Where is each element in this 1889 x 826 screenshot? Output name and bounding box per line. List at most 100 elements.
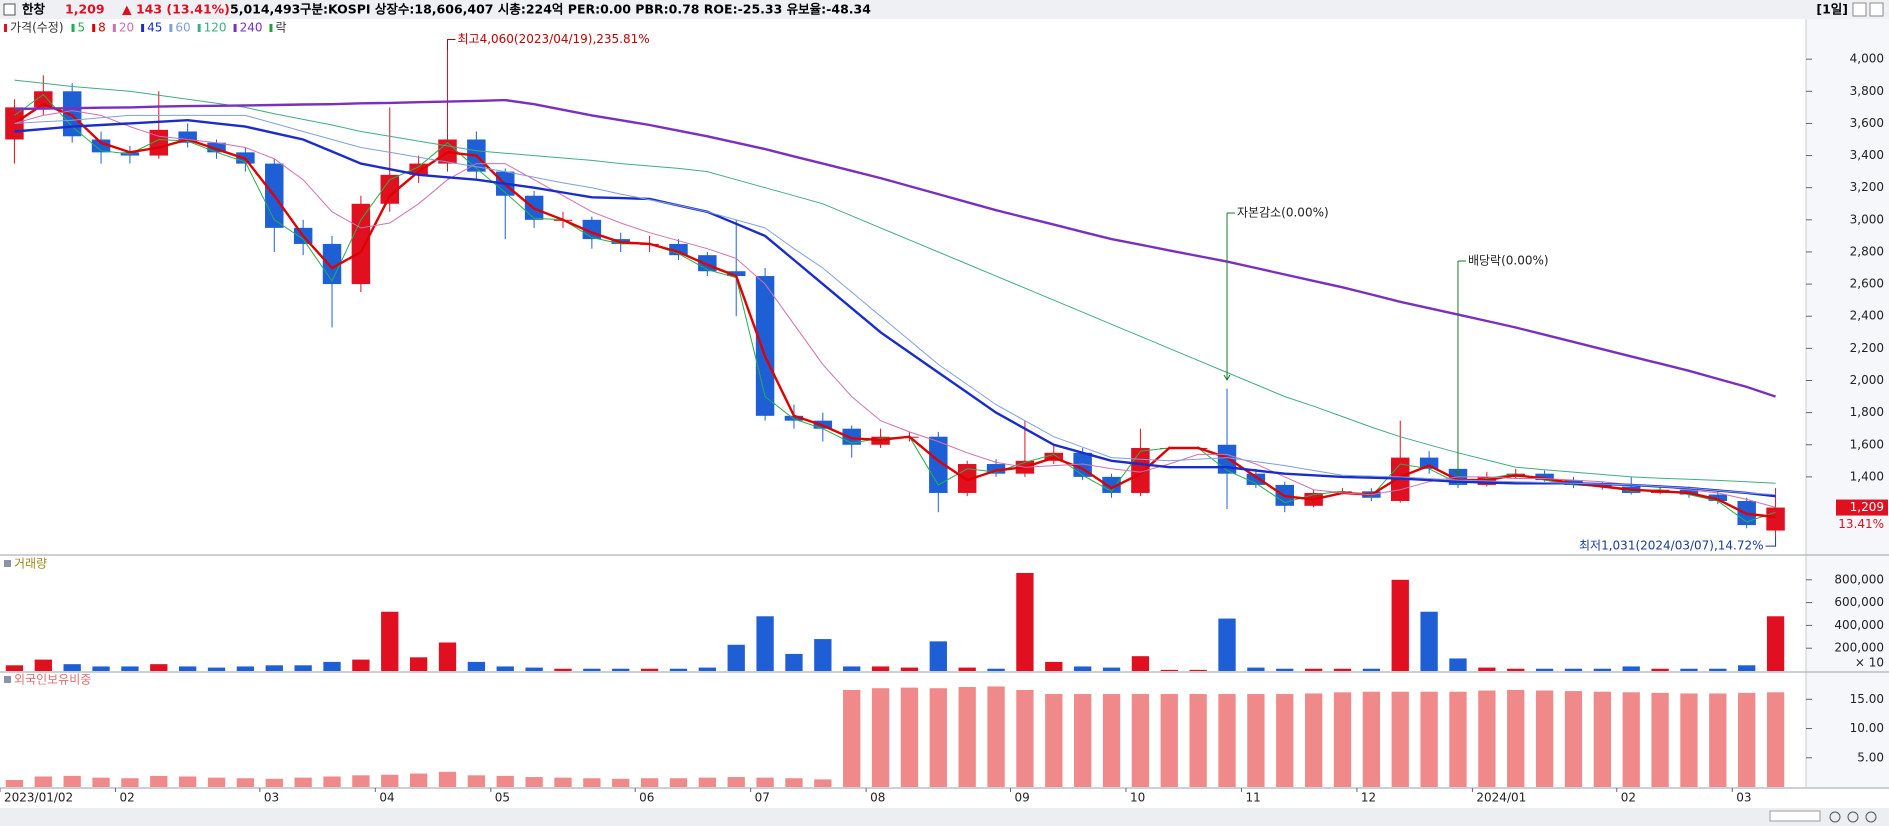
bar bbox=[1391, 691, 1409, 787]
stock-price: 1,209 bbox=[65, 2, 105, 17]
bar bbox=[1420, 611, 1438, 671]
bar bbox=[1016, 572, 1034, 671]
bar bbox=[496, 666, 514, 671]
bar bbox=[179, 666, 197, 671]
bar bbox=[352, 659, 370, 671]
bar bbox=[467, 661, 486, 671]
y-tick-label: 4,000 bbox=[1850, 52, 1884, 66]
bar bbox=[698, 667, 716, 671]
y-tick-label: 3,800 bbox=[1850, 84, 1884, 98]
bar bbox=[1131, 656, 1150, 671]
bar bbox=[1102, 667, 1121, 671]
bar bbox=[1738, 665, 1756, 671]
y-tick-label: 1,800 bbox=[1850, 405, 1884, 419]
x-tick-label: 02 bbox=[119, 791, 134, 805]
bar bbox=[929, 641, 947, 671]
right-axis-area bbox=[1806, 19, 1889, 787]
bar bbox=[1247, 694, 1265, 787]
bar bbox=[1507, 668, 1525, 671]
bar bbox=[207, 667, 226, 671]
period-button[interactable]: [1일] bbox=[1816, 2, 1848, 17]
checkbox[interactable] bbox=[3, 3, 16, 16]
bar bbox=[1420, 691, 1438, 787]
bar bbox=[294, 665, 312, 671]
bar bbox=[1564, 668, 1583, 671]
legend-label: 20 bbox=[119, 21, 134, 35]
x-tick-label: 10 bbox=[1130, 791, 1145, 805]
price-tag-label: 1,209 bbox=[1850, 500, 1884, 514]
low-annotation: 최저1,031(2024/03/07),14.72% bbox=[1579, 539, 1764, 553]
bar bbox=[323, 661, 341, 671]
legend-swatch bbox=[169, 24, 173, 32]
bar bbox=[1102, 694, 1121, 787]
moving-average bbox=[14, 98, 1776, 398]
bar bbox=[496, 775, 514, 787]
candle-body bbox=[1766, 507, 1785, 531]
bar bbox=[1535, 690, 1554, 787]
bar bbox=[843, 689, 861, 787]
legend-swatch bbox=[4, 24, 7, 32]
bar bbox=[63, 775, 81, 787]
bar bbox=[1304, 693, 1323, 787]
bar bbox=[1535, 668, 1554, 671]
legend-swatch bbox=[71, 24, 75, 32]
bar bbox=[207, 777, 226, 787]
bar bbox=[669, 778, 688, 787]
bar bbox=[381, 611, 399, 671]
candle-body bbox=[986, 464, 1006, 474]
candle-body bbox=[726, 271, 746, 277]
legend-label: 120 bbox=[204, 21, 227, 35]
bar bbox=[1160, 694, 1178, 787]
bar bbox=[179, 776, 197, 787]
stock-volume: 5,014,493 bbox=[230, 2, 300, 17]
toggle-button[interactable] bbox=[1852, 2, 1867, 17]
event-arrow bbox=[1223, 212, 1236, 381]
bar bbox=[1391, 579, 1409, 671]
event-label: 자본감소(0.00%) bbox=[1237, 206, 1329, 220]
bar bbox=[323, 776, 341, 787]
bar bbox=[381, 774, 399, 787]
bar bbox=[1016, 689, 1034, 787]
close-button[interactable] bbox=[1869, 2, 1884, 17]
bar bbox=[756, 616, 774, 671]
bar bbox=[640, 778, 659, 787]
high-annotation: 최고4,060(2023/04/19),235.81% bbox=[458, 32, 650, 46]
candle-body bbox=[1246, 473, 1266, 485]
legend-swatch bbox=[269, 24, 273, 32]
bar bbox=[900, 687, 919, 787]
bar bbox=[1680, 693, 1698, 787]
bar bbox=[121, 666, 139, 671]
legend-label: 5 bbox=[78, 21, 86, 35]
bar bbox=[236, 778, 255, 787]
bar bbox=[294, 777, 312, 787]
y-tick-label: 2,000 bbox=[1850, 373, 1884, 387]
bar bbox=[1333, 668, 1352, 671]
zoom-out[interactable] bbox=[1829, 811, 1841, 823]
bar bbox=[150, 664, 168, 671]
bar bbox=[958, 687, 976, 787]
panel-swatch bbox=[4, 560, 11, 567]
price-tag-change: 13.41% bbox=[1838, 517, 1884, 531]
candle-body bbox=[207, 142, 226, 153]
bar bbox=[525, 777, 543, 787]
bar bbox=[1333, 692, 1352, 787]
legend-swatch bbox=[112, 24, 116, 32]
candle-body bbox=[1419, 457, 1439, 469]
stock-info: 구분:KOSPI 상장수:18,606,407 시총:224억 PER:0.00… bbox=[300, 2, 871, 17]
zoom-in[interactable] bbox=[1847, 811, 1859, 823]
bar bbox=[1738, 692, 1756, 787]
bar bbox=[525, 667, 543, 671]
panel-title: 거래량 bbox=[14, 557, 47, 571]
scrollbar[interactable] bbox=[1769, 810, 1821, 822]
candle-body bbox=[669, 243, 688, 256]
legend-swatch bbox=[233, 24, 237, 32]
zoom-reset[interactable] bbox=[1865, 811, 1877, 823]
bar bbox=[265, 778, 283, 787]
bar bbox=[92, 777, 110, 787]
bar bbox=[438, 642, 457, 671]
y-tick-label: 1,400 bbox=[1850, 469, 1884, 483]
bar bbox=[871, 666, 890, 671]
y-tick-label: 2,200 bbox=[1850, 341, 1884, 355]
bar bbox=[1131, 694, 1150, 787]
y-tick-label: 2,600 bbox=[1850, 277, 1884, 291]
